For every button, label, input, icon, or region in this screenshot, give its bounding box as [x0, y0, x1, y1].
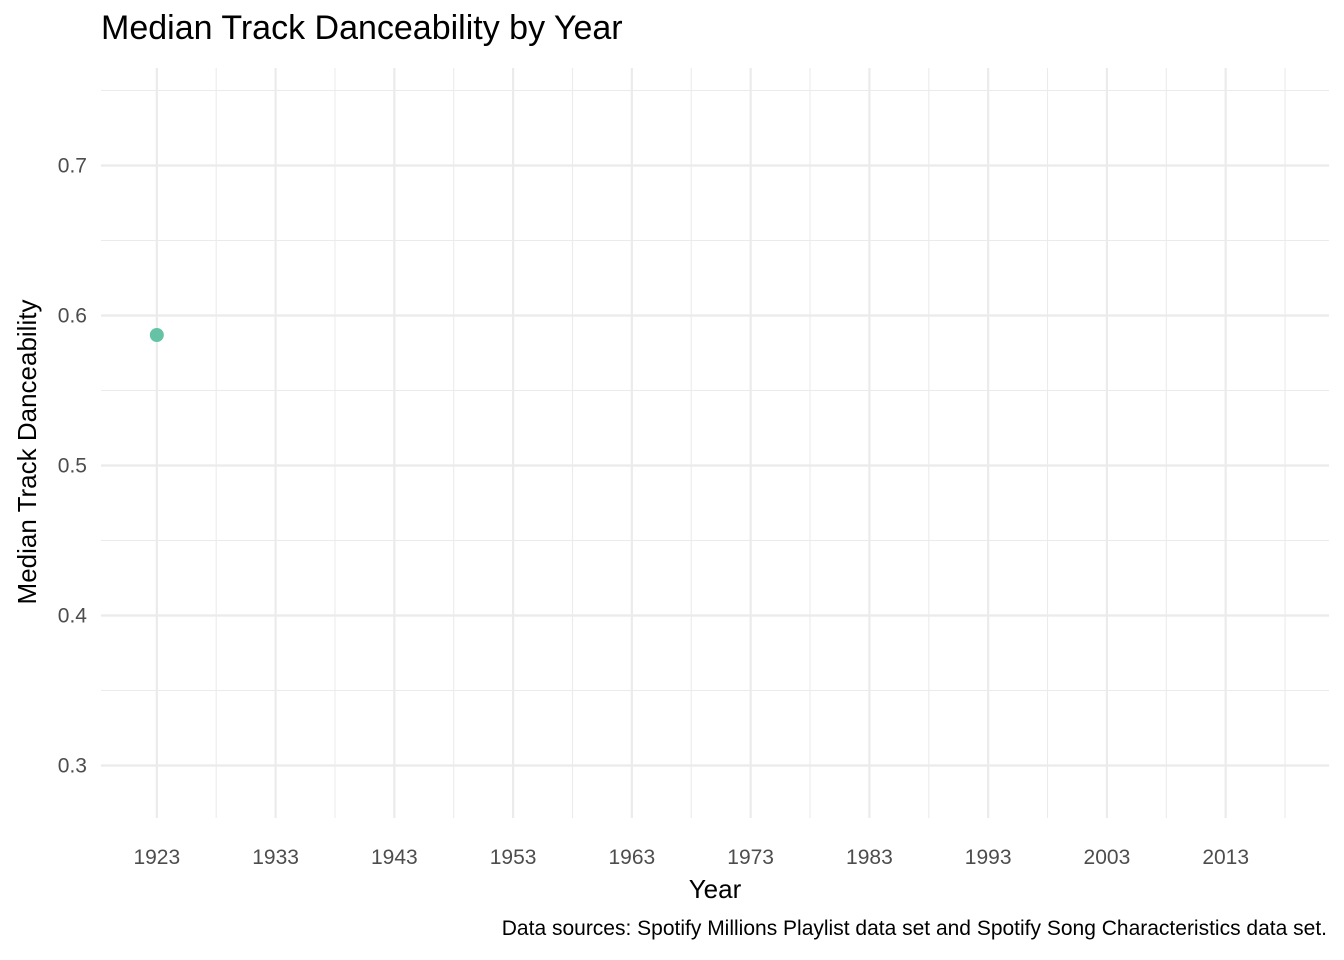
- x-tick-label: 1983: [846, 846, 893, 869]
- y-axis-title: Median Track Danceability: [12, 300, 42, 605]
- y-tick-label: 0.7: [58, 155, 87, 178]
- x-tick-label: 2003: [1084, 846, 1131, 869]
- data-point: [149, 328, 164, 342]
- y-tick-label: 0.3: [58, 755, 87, 778]
- y-tick-label: 0.4: [58, 605, 88, 628]
- chart-caption: Data sources: Spotify Millions Playlist …: [502, 917, 1327, 940]
- x-tick-label: 1943: [371, 846, 418, 869]
- minor-gridlines: [101, 68, 1329, 818]
- x-tick-label: 1923: [133, 846, 180, 869]
- x-tick-label: 1993: [965, 846, 1012, 869]
- y-tick-label: 0.5: [58, 455, 87, 478]
- x-tick-label: 1953: [490, 846, 537, 869]
- x-tick-label: 2013: [1202, 846, 1249, 869]
- y-tick-label: 0.6: [58, 305, 87, 328]
- major-gridlines: [101, 68, 1329, 818]
- chart-title: Median Track Danceability by Year: [101, 9, 623, 47]
- y-axis-tick-labels: 0.3 0.4 0.5 0.6 0.7: [58, 155, 88, 778]
- x-axis-tick-labels: 1923 1933 1943 1953 1963 1973 1983 1993 2003 2013: [133, 846, 1249, 869]
- x-tick-label: 1973: [727, 846, 774, 869]
- x-axis-title: Year: [689, 874, 742, 904]
- data-points: [149, 328, 164, 342]
- x-tick-label: 1963: [609, 846, 656, 869]
- x-tick-label: 1933: [252, 846, 299, 869]
